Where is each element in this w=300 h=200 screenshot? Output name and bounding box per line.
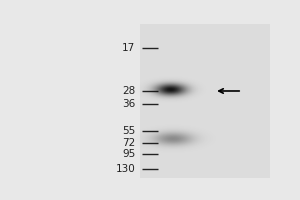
- Text: 17: 17: [122, 43, 135, 53]
- Text: 95: 95: [122, 149, 135, 159]
- Text: 36: 36: [122, 99, 135, 109]
- Text: 130: 130: [116, 164, 135, 174]
- FancyBboxPatch shape: [140, 24, 270, 178]
- Text: 28: 28: [122, 86, 135, 96]
- Text: 55: 55: [122, 126, 135, 136]
- Text: 72: 72: [122, 138, 135, 148]
